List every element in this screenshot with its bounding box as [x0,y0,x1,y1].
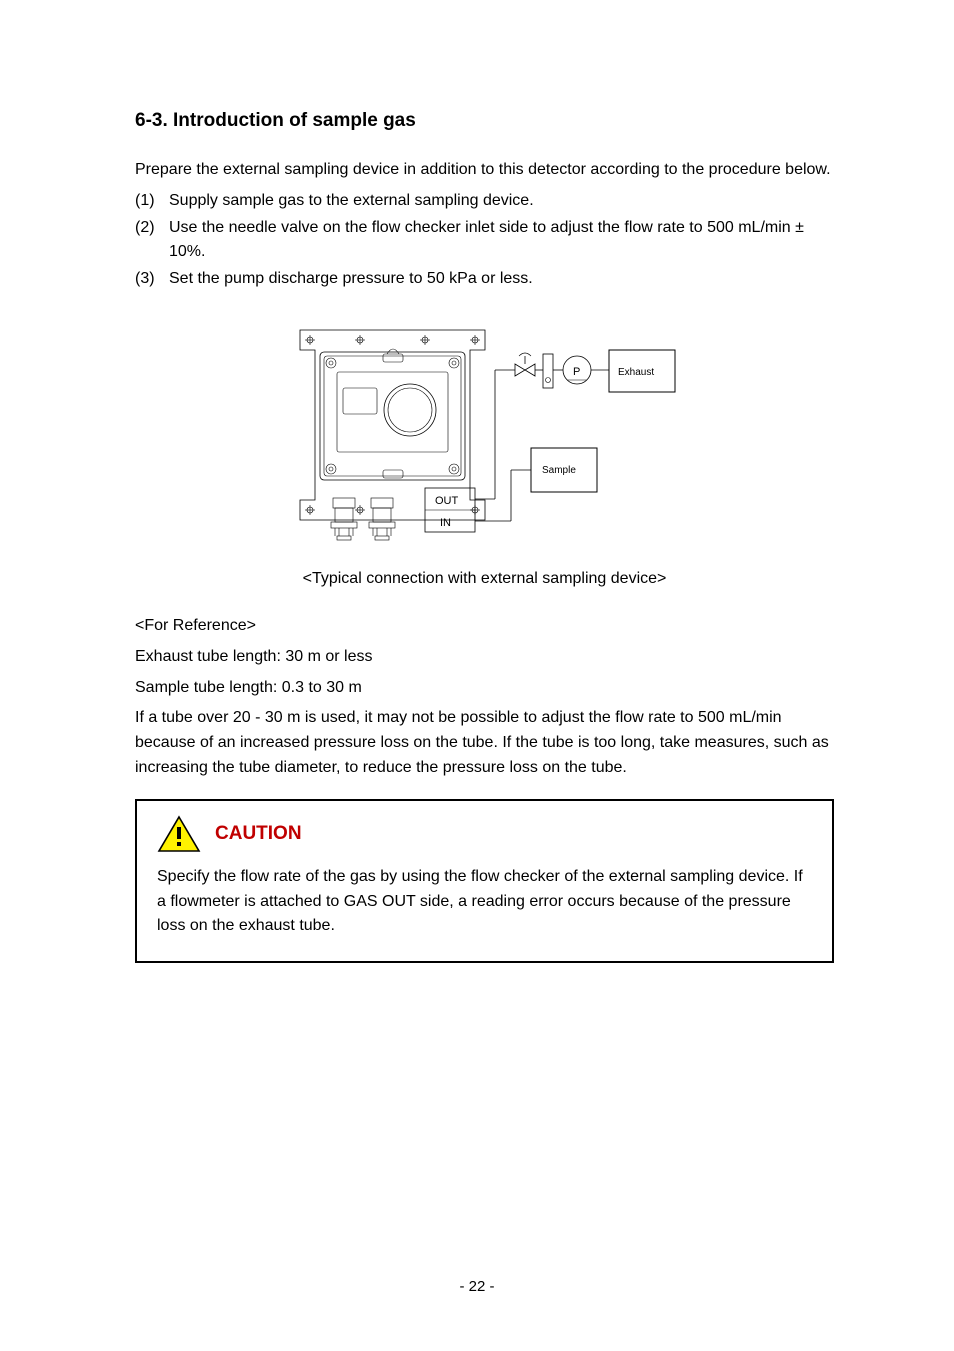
page-title: 6-3. Introduction of sample gas [135,110,834,132]
reference-item: If a tube over 20 - 30 m is used, it may… [135,706,834,780]
list-text: Supply sample gas to the external sampli… [169,189,834,214]
figure: OUT IN P Exhaust Sample <Typical c [135,310,834,588]
warning-triangle-icon [157,815,201,853]
reference-item: Sample tube length: 0.3 to 30 m [135,676,834,701]
list-number: (3) [135,267,169,292]
list-item: (2) Use the needle valve on the flow che… [135,216,834,266]
caution-title: CAUTION [215,823,302,845]
figure-caption: <Typical connection with external sampli… [303,570,667,588]
in-label: IN [440,517,451,529]
exhaust-label: Exhaust [618,367,654,378]
page-number: - 22 - [0,1278,954,1295]
list-item: (3) Set the pump discharge pressure to 5… [135,267,834,292]
list-text: Use the needle valve on the flow checker… [169,216,834,266]
sample-label: Sample [542,465,576,476]
caution-header: CAUTION [157,815,812,853]
reference-item: Exhaust tube length: 30 m or less [135,645,834,670]
step-list: (1) Supply sample gas to the external sa… [135,189,834,292]
list-text: Set the pump discharge pressure to 50 kP… [169,267,834,292]
caution-box: CAUTION Specify the flow rate of the gas… [135,799,834,963]
svg-text:P: P [573,366,580,378]
list-number: (1) [135,189,169,214]
intro-paragraph: Prepare the external sampling device in … [135,158,834,183]
list-number: (2) [135,216,169,266]
out-label: OUT [435,495,459,507]
list-item: (1) Supply sample gas to the external sa… [135,189,834,214]
reference-heading: <For Reference> [135,614,834,639]
caution-body: Specify the flow rate of the gas by usin… [157,865,812,939]
device-diagram: OUT IN P Exhaust Sample [275,310,695,560]
